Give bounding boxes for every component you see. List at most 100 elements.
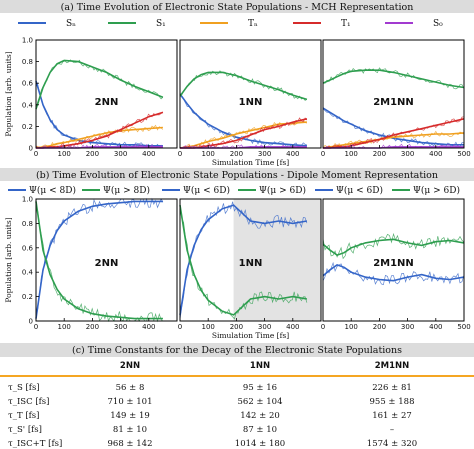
panel-frame (322, 39, 465, 149)
legend-b-label-4: Ψ(μ < 6D) (336, 185, 383, 196)
series-fit-0 (179, 93, 307, 147)
series-fit-3 (323, 118, 465, 149)
y-tick-label-1: 0.2 (22, 123, 33, 131)
table-cell-2-2: 142 ± 20 (240, 411, 280, 421)
x-tick-label-4: 400 (142, 323, 155, 331)
table-row-label-3: τ_S' [fs] (8, 425, 42, 435)
y-tick-label-5: 1.0 (22, 196, 33, 204)
series-fit-3 (36, 111, 164, 149)
series-fit-1 (179, 71, 308, 101)
panel-frame (35, 198, 178, 322)
table-cell-2-3: 161 ± 27 (372, 411, 412, 421)
panel-2M1NN-dipole: 0 100 200 300 400 500 2M1NN (321, 198, 471, 331)
table-cell-1-3: 955 ± 188 (370, 397, 415, 407)
panel-label: 1NN (239, 258, 263, 269)
y-tick-label-1: 0.2 (22, 293, 33, 301)
table-cell-2-1: 149 ± 19 (110, 411, 150, 421)
y-tick-label-0: 0 (29, 318, 33, 326)
table-cell-0-1: 56 ± 8 (116, 383, 145, 393)
legend-a-label-1: S₁ (156, 19, 166, 29)
y-tick-label-4: 0.8 (22, 58, 33, 66)
table-cell-4-1: 968 ± 142 (108, 439, 153, 449)
x-tick-label-3: 300 (401, 323, 414, 331)
table-header-0: 2NN (120, 361, 140, 371)
table-header-2: 2M1NN (375, 361, 410, 371)
x-axis-label: Simulation Time [fs] (212, 331, 289, 340)
series-trace-1 (322, 232, 465, 260)
table-cell-1-1: 710 ± 101 (108, 397, 153, 407)
x-tick-label-2: 200 (230, 150, 243, 158)
panel-label: 1NN (239, 97, 263, 108)
x-tick-label-4: 400 (286, 150, 299, 158)
panel-label: 2M1NN (373, 258, 414, 269)
x-tick-label-1: 100 (345, 323, 358, 331)
panel-label: 2M1NN (373, 97, 414, 108)
x-tick-label-2: 200 (86, 150, 99, 158)
series-fit-1 (35, 201, 163, 320)
series-trace-0 (35, 81, 164, 149)
x-tick-label-1: 100 (202, 323, 215, 331)
x-tick-label-0: 0 (34, 150, 38, 158)
y-tick-label-3: 0.6 (22, 80, 34, 88)
series-trace-1 (322, 67, 465, 90)
legend-a-label-0: Sₙ (66, 19, 76, 29)
series-trace-1 (35, 205, 164, 323)
legend-b-label-3: Ψ(μ > 6D) (259, 185, 306, 196)
x-tick-label-3: 300 (258, 150, 271, 158)
x-tick-label-1: 100 (345, 150, 358, 158)
x-tick-label-4: 400 (429, 150, 442, 158)
panel-label: 2NN (95, 97, 119, 108)
x-tick-label-3: 300 (114, 323, 127, 331)
legend-a-label-2: Tₙ (248, 19, 258, 29)
series-fit-2 (35, 126, 163, 149)
x-axis-label: Simulation Time [fs] (212, 158, 289, 167)
section-a-title: (a) Time Evolution of Electronic State P… (61, 2, 414, 13)
table-cell-3-1: 81 ± 10 (113, 425, 147, 435)
series-fit-1 (322, 69, 465, 89)
x-tick-label-2: 200 (230, 323, 243, 331)
x-tick-label-1: 100 (58, 323, 71, 331)
x-tick-label-5: 500 (457, 150, 470, 158)
table-cell-4-2: 1014 ± 180 (235, 439, 285, 449)
table-row-label-2: τ_T [fs] (8, 411, 39, 421)
section-b-title: (b) Time Evolution of Electronic State P… (36, 170, 438, 181)
series-fit-0 (35, 200, 163, 319)
table-row-label-4: τ_ISC+T [fs] (8, 439, 62, 449)
legend-a-label-4: S₀ (433, 19, 443, 29)
table-cell-1-2: 562 ± 104 (238, 397, 283, 407)
x-tick-label-0: 0 (34, 323, 38, 331)
x-tick-label-4: 400 (142, 150, 155, 158)
x-tick-label-5: 500 (457, 323, 470, 331)
x-tick-label-3: 300 (401, 150, 414, 158)
x-tick-label-4: 400 (286, 323, 299, 331)
legend-a: Sₙ S₁ Tₙ T₁ S₀ (18, 19, 443, 29)
y-tick-label-3: 0.6 (22, 244, 34, 252)
x-tick-label-0: 0 (178, 323, 182, 331)
y-tick-label-0: 0 (29, 145, 33, 153)
x-tick-label-0: 0 (178, 150, 182, 158)
x-tick-label-3: 300 (114, 150, 127, 158)
panel-2NN-mch: 0 100 200 300 400 0 0.2 0.4 0.6 0.8 1.0 Population … (4, 37, 178, 158)
section-a-header (0, 0, 474, 13)
table-cell-3-3: – (390, 425, 394, 435)
legend-b-label-5: Ψ(μ > 6D) (413, 185, 460, 196)
legend-a-label-3: T₁ (341, 19, 351, 29)
legend-b: Ψ(μ < 8D) Ψ(μ > 8D) Ψ(μ < 6D) Ψ(μ > 6D) Ψ(μ … (8, 185, 460, 196)
x-tick-label-0: 0 (321, 150, 325, 158)
series-fit-0 (322, 264, 465, 282)
series-fit-1 (179, 204, 308, 316)
series-fit-0 (322, 107, 464, 146)
panel-frame (179, 198, 322, 322)
section-b-header (0, 168, 474, 181)
section-c-title: (c) Time Constants for the Decay of the … (72, 345, 402, 356)
series-trace-0 (322, 108, 465, 147)
table-cell-4-3: 1574 ± 320 (367, 439, 417, 449)
table-cell-0-2: 95 ± 16 (243, 383, 277, 393)
panel-frame (179, 39, 322, 149)
y-tick-label-5: 1.0 (22, 37, 33, 45)
y-tick-label-2: 0.4 (22, 269, 34, 277)
x-tick-label-1: 100 (58, 150, 71, 158)
legend-b-label-1: Ψ(μ > 8D) (103, 185, 150, 196)
